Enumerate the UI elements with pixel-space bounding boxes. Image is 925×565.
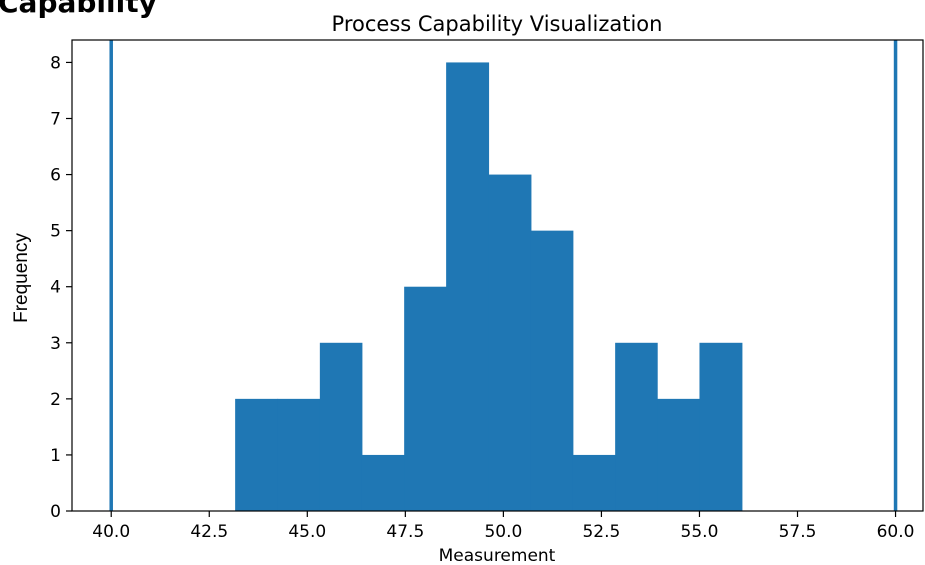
histogram-bar [277, 398, 321, 511]
x-tick-label: 45.0 [288, 522, 326, 542]
y-tick-label: 1 [50, 446, 61, 466]
histogram-bar [319, 342, 363, 511]
chart-title: Process Capability Visualization [332, 12, 663, 36]
histogram-bar [446, 62, 490, 512]
y-tick-label: 6 [50, 166, 61, 186]
bars-group [235, 62, 743, 512]
x-axis-label: Measurement [439, 546, 556, 565]
histogram-bar [572, 454, 616, 511]
y-tick-label: 4 [50, 278, 61, 298]
y-axis-label: Frequency [11, 233, 32, 323]
histogram-bar [657, 398, 701, 511]
histogram-bar [235, 398, 279, 511]
spec-limit-lines [109, 40, 898, 511]
histogram-bar [361, 454, 405, 511]
x-tick-label: 55.0 [681, 522, 719, 542]
x-tick-label: 40.0 [92, 522, 130, 542]
histogram-bar [530, 230, 574, 511]
y-tick-label: 3 [50, 334, 61, 354]
x-tick-label: 60.0 [877, 522, 915, 542]
page-heading: Capability [0, 0, 157, 19]
histogram-bar [404, 286, 447, 511]
y-tick-label: 5 [50, 222, 61, 242]
x-tick-label: 52.5 [582, 522, 620, 542]
plot-frame [71, 39, 924, 512]
y-axis-ticks: 0 1 2 3 4 5 6 7 8 [50, 53, 72, 522]
y-tick-label: 0 [50, 502, 61, 522]
histogram-bar [615, 342, 658, 511]
histogram-bar [488, 174, 532, 511]
x-tick-label: 50.0 [484, 522, 522, 542]
x-tick-label: 57.5 [779, 522, 817, 542]
y-tick-label: 2 [50, 390, 61, 410]
x-tick-label: 47.5 [386, 522, 424, 542]
x-axis-ticks: 40.0 42.5 45.0 47.5 50.0 52.5 55.0 57.5 60.0 [92, 511, 914, 542]
x-tick-label: 42.5 [190, 522, 228, 542]
histogram-bar [699, 342, 743, 511]
y-tick-label: 7 [50, 110, 61, 130]
y-tick-label: 8 [50, 53, 61, 73]
